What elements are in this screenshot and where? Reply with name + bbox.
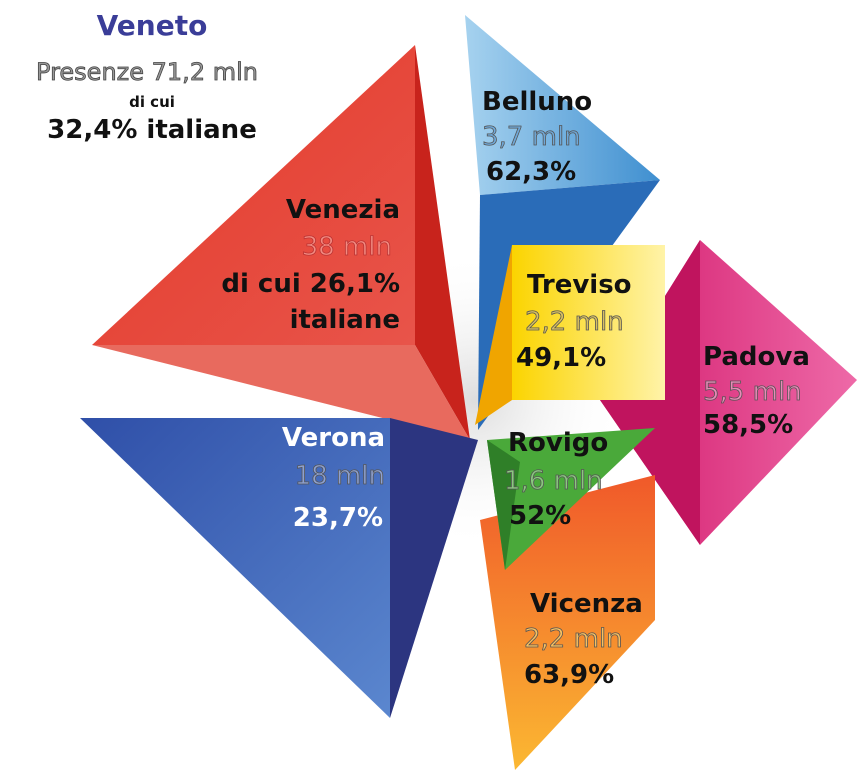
- region-amount: 2,2 mln: [524, 624, 623, 654]
- region-share: 62,3%: [486, 157, 576, 187]
- region-amount: 3,7 mln: [482, 122, 581, 152]
- region-share: italiane: [290, 305, 400, 335]
- region-share: 63,9%: [524, 660, 614, 690]
- region-share: 58,5%: [703, 410, 793, 440]
- region-name: Verona: [282, 423, 385, 453]
- region-amount: 5,5 mln: [703, 377, 802, 407]
- region-share: di cui 26,1%: [221, 269, 400, 299]
- verona-label: Verona 18 mln 23,7%: [282, 423, 385, 533]
- infographic: Veneto Presenze 71,2 mln di cui 32,4% it…: [0, 0, 857, 773]
- region-amount: 2,2 mln: [525, 307, 624, 337]
- region-share: 49,1%: [516, 343, 606, 373]
- region-amount: 18 mln: [295, 461, 385, 491]
- region-name: Rovigo: [508, 428, 608, 458]
- verona-side: [390, 418, 478, 718]
- region-name: Padova: [703, 342, 810, 372]
- region-amount: 38 mln: [302, 232, 392, 262]
- share: 32,4% italiane: [47, 115, 257, 145]
- region-name: Venezia: [286, 195, 400, 225]
- region-name: Belluno: [482, 87, 592, 117]
- region-share: 52%: [509, 501, 571, 531]
- title: Veneto: [97, 9, 208, 42]
- region-name: Vicenza: [530, 589, 643, 619]
- region-amount: 1,6 mln: [504, 466, 603, 496]
- region-share: 23,7%: [293, 503, 383, 533]
- total: Presenze 71,2 mln: [36, 58, 258, 86]
- region-name: Treviso: [527, 270, 632, 300]
- note: di cui: [129, 93, 175, 111]
